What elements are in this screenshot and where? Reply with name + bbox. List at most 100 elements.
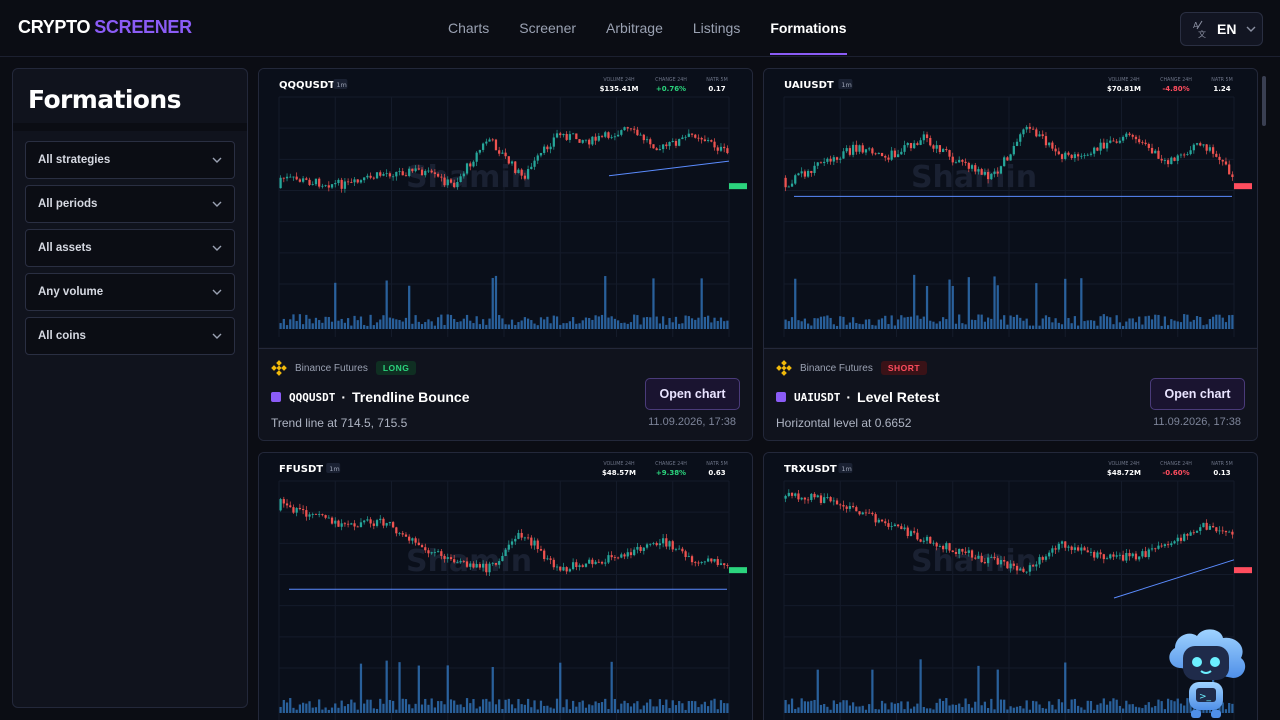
candle-body (868, 512, 871, 514)
volume-bar (388, 317, 392, 329)
assistant-bot-icon[interactable]: >_ (1163, 628, 1249, 720)
candle-body (1099, 552, 1102, 555)
volume-bar (1160, 325, 1163, 329)
candle-body (523, 537, 527, 539)
scrollbar-thumb[interactable] (1262, 76, 1266, 126)
coin-filter-select[interactable]: All coins (25, 317, 235, 355)
volume-bar (813, 318, 816, 329)
volume-bar (440, 314, 443, 329)
asset-filter-select[interactable]: All assets (25, 229, 235, 267)
strategy-filter-select[interactable]: All strategies (25, 141, 235, 179)
volume-bar (713, 317, 716, 329)
candle-body (1035, 564, 1038, 567)
volume-bar (420, 324, 424, 329)
candle-body (726, 565, 729, 566)
candle-body (1211, 147, 1215, 154)
candle-body (356, 179, 359, 183)
volume-bar (366, 699, 369, 713)
candle-body (800, 497, 803, 500)
volume-bar (1118, 322, 1122, 329)
period-filter-select[interactable]: All periods (25, 185, 235, 223)
candle-body (890, 150, 893, 160)
candle-body (719, 563, 723, 565)
open-chart-button[interactable]: Open chart (1150, 378, 1245, 410)
volume-bar (1179, 703, 1183, 713)
volume-bar (961, 323, 964, 329)
candle-body (1144, 142, 1147, 144)
volume-bar (658, 699, 662, 713)
brand-logo[interactable]: CRYPTO SCREENER (18, 17, 192, 38)
volume-bar (282, 318, 285, 329)
candle-body (967, 550, 970, 553)
formation-card: Shamin TRXUSDT 1m VOLUME 24H $48.72M CHANGE 2… (763, 452, 1258, 720)
volume-bar (552, 315, 555, 329)
stat-value: $70.81M (1107, 85, 1141, 93)
volume-bar (1064, 662, 1067, 713)
candle-body (408, 168, 411, 176)
volume-bar (1228, 702, 1231, 713)
volume-bar (314, 317, 318, 329)
open-chart-button[interactable]: Open chart (645, 378, 740, 410)
volume-bar (1176, 321, 1179, 329)
candle-body (478, 149, 482, 153)
volume-bar (1131, 704, 1134, 713)
volume-filter-select[interactable]: Any volume (25, 273, 235, 311)
candle-body (842, 151, 845, 159)
candlestick-chart[interactable]: Shamin QQQUSDT 1m VOLUME 24H $135.41M CHANGE … (259, 69, 752, 347)
candlestick-chart[interactable]: Shamin UAIUSDT 1m VOLUME 24H $70.81M CHANGE 2… (764, 69, 1257, 347)
volume-bar (623, 700, 626, 713)
candle-body (1057, 543, 1060, 550)
candle-body (1231, 531, 1234, 535)
candle-body (607, 132, 610, 138)
candle-body (1228, 164, 1231, 175)
nav-charts[interactable]: Charts (448, 20, 490, 36)
volume-bar (980, 314, 983, 329)
volume-bar (787, 704, 790, 713)
candlestick-chart[interactable]: Shamin TRXUSDT 1m VOLUME 24H $48.72M CHANGE 2… (764, 453, 1257, 720)
volume-bar (864, 709, 868, 713)
volume-bar (395, 709, 398, 713)
candle-body (1176, 537, 1179, 542)
volume-bar (877, 319, 880, 329)
volume-bar (1231, 314, 1234, 329)
volume-bar (964, 698, 967, 713)
candle-body (823, 161, 826, 164)
candle-body (440, 551, 443, 556)
candlestick-chart[interactable]: Shamin FFUSDT 1m VOLUME 24H $48.57M CHANGE 24… (259, 453, 752, 720)
candle-body (1118, 554, 1122, 556)
candle-body (941, 546, 945, 550)
volume-bar (719, 317, 723, 329)
nav-arbitrage[interactable]: Arbitrage (606, 20, 663, 36)
volume-bar (430, 698, 433, 713)
candle-body (1205, 522, 1208, 530)
volume-bar (1163, 709, 1167, 713)
nav-screener[interactable]: Screener (519, 20, 577, 36)
volume-bar (546, 705, 549, 713)
volume-bar (900, 701, 903, 713)
volume-bar (350, 325, 353, 329)
nav-formations[interactable]: Formations (770, 0, 847, 57)
stat-label: NATR 5M (706, 77, 727, 83)
candle-body (568, 569, 572, 572)
volume-bar (465, 314, 469, 329)
volume-bar (1166, 325, 1170, 329)
volume-bar (671, 322, 674, 329)
volume-bar (340, 700, 343, 713)
volume-bar (1048, 701, 1051, 713)
nav-listings[interactable]: Listings (692, 20, 741, 36)
candle-body (1028, 126, 1032, 129)
candle-body (436, 551, 440, 553)
volume-bar (436, 701, 440, 713)
candle-body (420, 169, 424, 176)
candle-body (597, 561, 600, 563)
candle-body (491, 562, 494, 564)
svg-text:>_: >_ (1199, 692, 1212, 702)
candle-body (913, 143, 916, 149)
volume-bar (318, 320, 321, 329)
candle-body (588, 139, 591, 145)
candle-body (346, 523, 350, 525)
volume-bar (964, 324, 967, 329)
volume-bar (1118, 705, 1122, 713)
language-selector[interactable]: A 文 EN (1180, 12, 1263, 46)
volume-bar (1138, 707, 1141, 713)
